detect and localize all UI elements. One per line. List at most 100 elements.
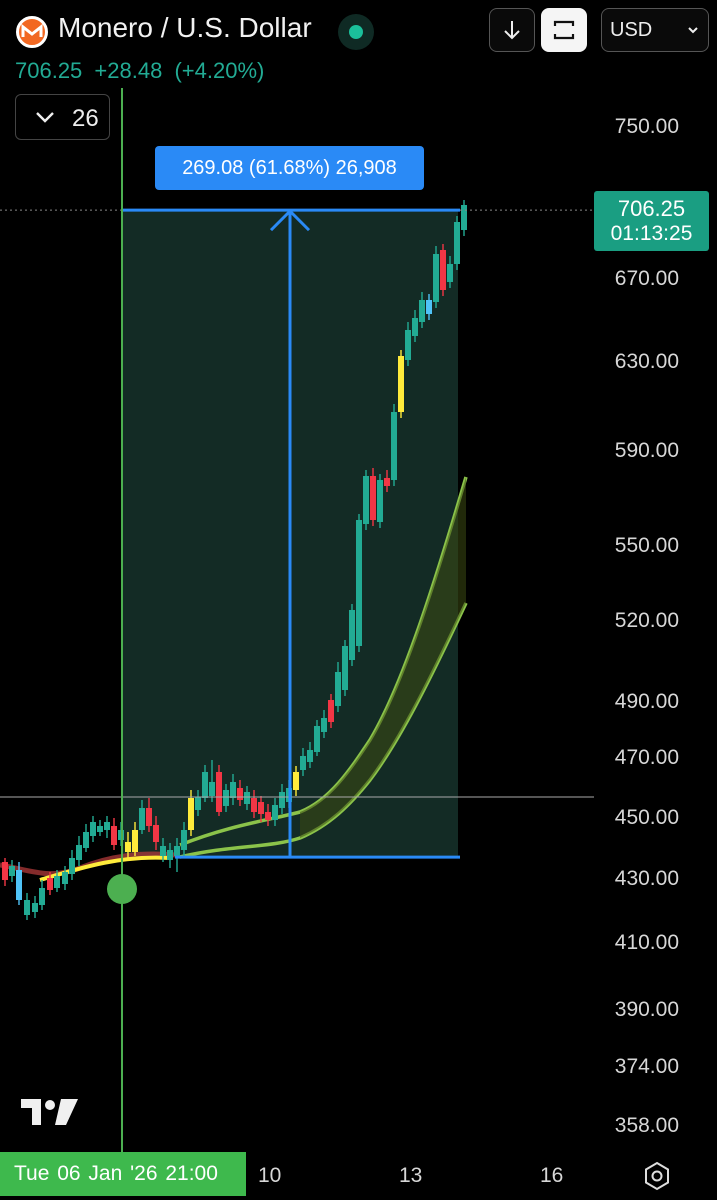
y-tick: 520.00 (614, 609, 679, 632)
candle-body (195, 797, 201, 810)
last-price-badge: 706.25 01:13:25 (594, 191, 709, 251)
y-tick: 630.00 (614, 350, 679, 373)
candle-body (244, 792, 250, 804)
y-tick: 410.00 (614, 931, 679, 954)
y-tick: 450.00 (614, 806, 679, 829)
monero-logo-icon (16, 16, 48, 48)
x-tick: 10 (258, 1164, 282, 1187)
fullscreen-button[interactable] (541, 8, 587, 52)
candle-body (265, 812, 271, 820)
y-tick: 750.00 (614, 115, 679, 138)
candle-body (111, 826, 117, 845)
candle-body (335, 672, 341, 706)
x-tick: 13 (399, 1164, 423, 1187)
bar-countdown: 01:13:25 (610, 222, 693, 245)
settings-icon[interactable] (641, 1160, 673, 1192)
candle-body (83, 832, 89, 848)
signal-marker (107, 874, 137, 904)
candle-body (90, 822, 96, 836)
candle-body (300, 756, 306, 770)
last-price-badge-value: 706.25 (617, 196, 686, 221)
candle-body (54, 876, 60, 888)
candle-body (307, 750, 313, 762)
candle-body (132, 830, 138, 852)
candle-body (447, 264, 453, 282)
price-summary: 706.25 +28.48 (+4.20%) (15, 58, 270, 84)
candle-body (69, 858, 75, 874)
y-tick: 374.00 (614, 1055, 679, 1078)
candle-body (230, 782, 236, 798)
y-tick: 390.00 (614, 998, 679, 1021)
candle-body (76, 845, 82, 860)
candle-body (426, 300, 432, 314)
y-tick: 550.00 (614, 534, 679, 557)
candle-body (237, 788, 243, 800)
candle-body (223, 790, 229, 806)
candle-body (97, 826, 103, 832)
candle-body (461, 205, 467, 230)
candle-body (174, 846, 180, 856)
candle-body (377, 480, 383, 522)
candle-body (370, 476, 376, 520)
measure-arrow-head (269, 209, 311, 232)
candle-body (342, 646, 348, 690)
candle-body (433, 254, 439, 302)
price-change: +28.48 (94, 58, 163, 83)
last-price: 706.25 (15, 58, 83, 83)
symbol-title[interactable]: Monero / U.S. Dollar (58, 12, 312, 43)
candle-body (279, 792, 285, 808)
candle-body (440, 250, 446, 290)
candle-body (356, 520, 362, 646)
candle-body (251, 798, 257, 812)
candle-body (405, 330, 411, 360)
y-tick: 590.00 (614, 439, 679, 462)
candle-body (391, 412, 397, 480)
candle-body (328, 700, 334, 722)
y-tick: 358.00 (614, 1114, 679, 1137)
candle-body (153, 825, 159, 842)
crosshair-date-label: Tue 06 Jan '26 21:00 (0, 1152, 246, 1196)
price-change-percent: (+4.20%) (174, 58, 265, 83)
currency-select[interactable]: USD (601, 8, 709, 52)
chevron-down-icon (36, 112, 54, 123)
candle-body (412, 318, 418, 336)
download-button[interactable] (489, 8, 535, 52)
market-status-indicator[interactable] (338, 14, 374, 50)
candle-body (24, 900, 30, 915)
candle-body (139, 808, 145, 830)
candle-body (314, 726, 320, 752)
candle-body (209, 782, 215, 796)
fullscreen-icon (553, 20, 575, 40)
tradingview-logo-icon (21, 1099, 78, 1125)
y-tick: 430.00 (614, 867, 679, 890)
candle-body (272, 805, 278, 820)
candle-body (454, 222, 460, 264)
candle-body (16, 870, 22, 900)
y-tick: 470.00 (614, 746, 679, 769)
candle-body (181, 830, 187, 850)
candle-body (39, 888, 45, 905)
currency-label: USD (610, 19, 653, 41)
candle-body (363, 476, 369, 524)
chevron-down-icon (688, 27, 698, 34)
candle-body (321, 718, 327, 732)
y-tick: 670.00 (614, 267, 679, 290)
candle-body (202, 772, 208, 798)
candle-body (419, 300, 425, 322)
interval-value: 26 (72, 105, 99, 132)
candle-body (293, 772, 299, 790)
x-tick: 16 (540, 1164, 564, 1187)
ma-band (300, 477, 466, 838)
candle-body (47, 878, 53, 890)
interval-toggle[interactable]: 26 (15, 94, 110, 140)
ma-yellow-line (39, 855, 171, 882)
candle-body (62, 872, 68, 884)
candle-body (188, 798, 194, 830)
candle-body (2, 862, 8, 880)
candle-body (104, 822, 110, 830)
candle-body (125, 842, 131, 852)
download-icon (504, 21, 520, 40)
candle-body (160, 846, 166, 856)
candle-body (349, 610, 355, 660)
